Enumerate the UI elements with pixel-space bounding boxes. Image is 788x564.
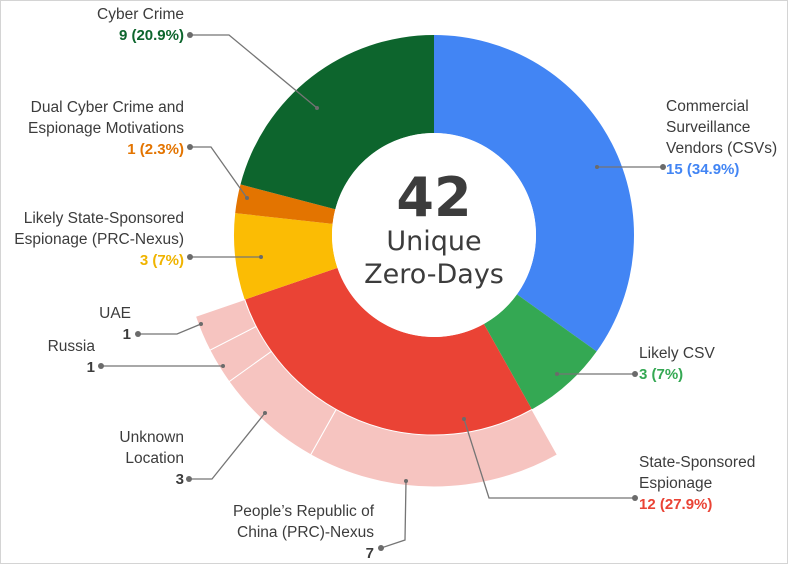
leader-dot-likely-csv: [632, 371, 638, 377]
outer-ring: [194, 298, 559, 488]
slice-csv: [434, 35, 635, 352]
label-prc-nexus-line-2: China (PRC)-Nexus: [237, 524, 374, 541]
label-state-espionage-line-2: Espionage: [639, 475, 712, 492]
label-state-espionage: State-Sponsored Espionage 12 (27.9%): [639, 454, 755, 513]
label-state-espionage-value: 12 (27.9%): [639, 496, 712, 513]
slice-labels: Commercial Surveillance Vendors (CSVs) 15 (…: [14, 6, 777, 562]
label-russia: Russia 1: [48, 338, 96, 376]
label-uae-line-1: UAE: [99, 305, 131, 322]
slice-state-espionage: [244, 267, 532, 435]
center-line-1: Unique: [386, 226, 481, 257]
leader-dot-dual: [187, 144, 193, 150]
label-unknown-location-line-2: Location: [125, 450, 184, 467]
label-csv-value: 15 (34.9%): [666, 161, 739, 178]
label-likely-csv-value: 3 (7%): [639, 366, 683, 383]
label-prc-nexus-line-1: People’s Republic of: [233, 503, 375, 520]
outer-segment-uae: [194, 298, 257, 351]
leader-dot-prc-nexus: [378, 545, 384, 551]
leader-dot-unknown-location: [186, 476, 192, 482]
label-likely-state-prc-value: 3 (7%): [140, 252, 184, 269]
label-likely-state-prc-line-1: Likely State-Sponsored: [24, 210, 184, 227]
leader-unknown-location: [189, 412, 266, 480]
label-cyber-crime: Cyber Crime 9 (20.9%): [97, 6, 184, 44]
label-uae-value: 1: [123, 326, 131, 343]
label-csv-line-3: Vendors (CSVs): [666, 140, 777, 157]
leader-dot-state-espionage: [632, 495, 638, 501]
label-dual-line-1: Dual Cyber Crime and: [31, 99, 184, 116]
label-csv-line-2: Surveillance: [666, 119, 750, 136]
leader-dot-likely-state-prc: [187, 254, 193, 260]
leader-prc-nexus: [380, 480, 407, 549]
leader-end-russia: [221, 364, 225, 368]
leader-end-csv: [595, 165, 599, 169]
label-dual: Dual Cyber Crime and Espionage Motivation…: [28, 99, 184, 158]
leader-end-unknown-location: [263, 411, 267, 415]
label-prc-nexus: People’s Republic of China (PRC)-Nexus 7: [233, 503, 375, 562]
label-uae: UAE 1: [99, 305, 131, 343]
leader-end-uae: [199, 322, 203, 326]
leader-dot-csv: [660, 164, 666, 170]
label-unknown-location-value: 3: [176, 471, 184, 488]
label-likely-csv-line-1: Likely CSV: [639, 345, 715, 362]
leader-end-cyber-crime: [315, 106, 319, 110]
leader-end-prc-nexus: [404, 479, 408, 483]
leader-lines: [98, 32, 666, 551]
leader-end-state-espionage: [462, 417, 466, 421]
leader-end-dual: [245, 196, 249, 200]
slice-likely-state-prc: [233, 213, 338, 300]
label-cyber-crime-value: 9 (20.9%): [119, 27, 184, 44]
label-likely-csv: Likely CSV 3 (7%): [639, 345, 715, 383]
label-dual-line-2: Espionage Motivations: [28, 120, 184, 137]
leader-end-likely-csv: [555, 372, 559, 376]
inner-ring: [233, 35, 635, 435]
label-prc-nexus-value: 7: [366, 545, 374, 562]
leader-dot-cyber-crime: [187, 32, 193, 38]
leader-dot-uae: [135, 331, 141, 337]
label-russia-line-1: Russia: [48, 338, 96, 355]
center-line-2: Zero-Days: [364, 259, 504, 290]
slice-likely-csv: [483, 294, 597, 410]
leader-state-espionage: [463, 418, 635, 499]
leader-end-likely-state-prc: [259, 255, 263, 259]
label-likely-state-prc: Likely State-Sponsored Espionage (PRC-Nex…: [14, 210, 184, 269]
label-dual-value: 1 (2.3%): [127, 141, 184, 158]
label-unknown-location: Unknown Location 3: [119, 429, 184, 488]
label-csv-line-1: Commercial: [666, 98, 749, 115]
label-cyber-crime-line-1: Cyber Crime: [97, 6, 184, 23]
slice-cyber-crime: [240, 35, 434, 210]
center-count: 42: [396, 166, 471, 229]
leader-dot-russia: [98, 363, 104, 369]
label-state-espionage-line-1: State-Sponsored: [639, 454, 755, 471]
label-unknown-location-line-1: Unknown: [119, 429, 184, 446]
leader-cyber-crime: [190, 34, 318, 109]
label-csv: Commercial Surveillance Vendors (CSVs) 15 (…: [666, 98, 777, 178]
leader-dual: [190, 146, 248, 199]
label-russia-value: 1: [87, 359, 95, 376]
slice-dual: [235, 184, 336, 224]
label-likely-state-prc-line-2: Espionage (PRC-Nexus): [14, 231, 184, 248]
center-label: 42 Unique Zero-Days: [364, 166, 504, 290]
donut-hole: [332, 133, 536, 337]
leader-uae: [138, 323, 202, 335]
